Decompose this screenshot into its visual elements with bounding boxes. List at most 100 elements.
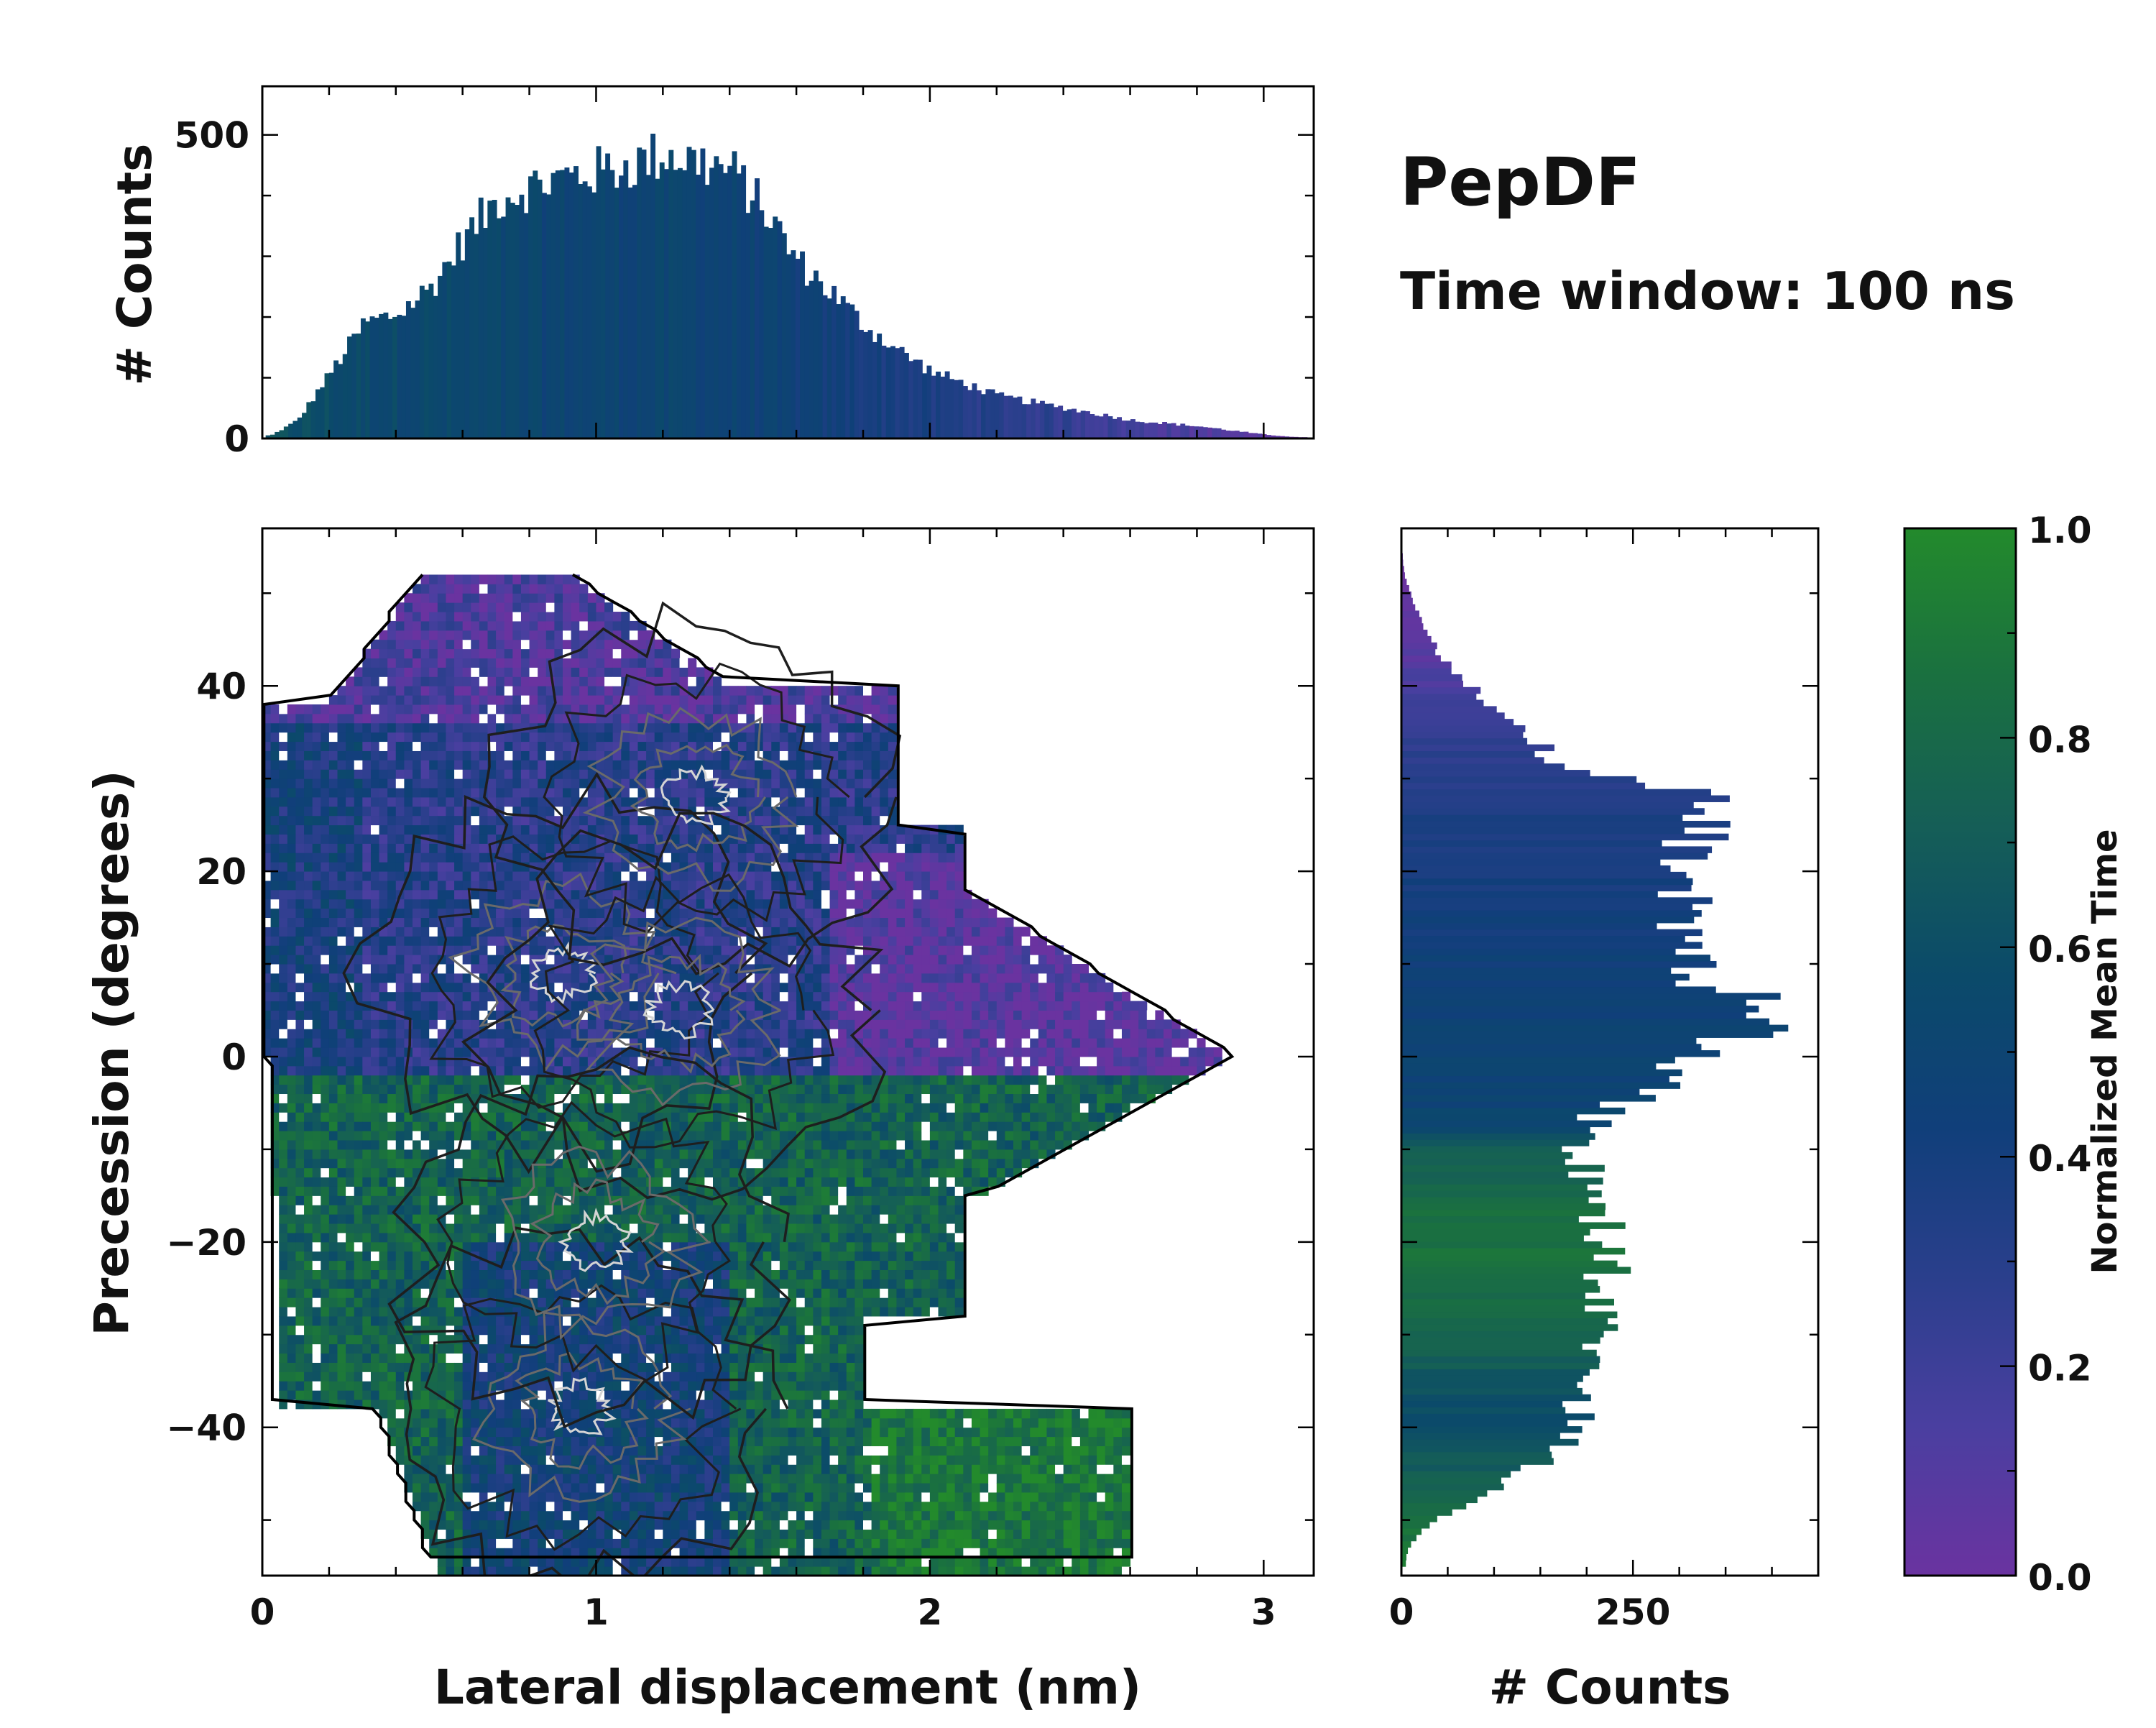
heatmap-cell: [596, 1094, 604, 1103]
heatmap-cell: [538, 1354, 546, 1363]
heatmap-cell: [354, 1205, 363, 1214]
heatmap-cell: [413, 1038, 421, 1047]
heatmap-cell: [346, 1344, 354, 1354]
heatmap-cell: [321, 797, 329, 806]
heatmap-cell: [563, 1371, 571, 1381]
heatmap-cell: [304, 973, 313, 983]
heatmap-cell: [521, 640, 530, 649]
top-histogram-bar: [1171, 423, 1176, 438]
heatmap-cell: [271, 909, 280, 918]
heatmap-cell: [588, 1437, 596, 1446]
heatmap-cell: [387, 983, 396, 992]
heatmap-cell: [479, 1075, 488, 1085]
heatmap-cell: [546, 593, 555, 602]
heatmap-cell: [479, 1085, 488, 1094]
heatmap-cell: [630, 714, 638, 723]
heatmap-cell: [362, 1325, 371, 1335]
heatmap-cell: [438, 797, 446, 806]
heatmap-cell: [604, 1205, 613, 1214]
heatmap-cell: [362, 1242, 371, 1251]
heatmap-cell: [454, 704, 463, 714]
heatmap-cell: [512, 1242, 521, 1251]
heatmap-cell: [387, 964, 396, 973]
heatmap-cell: [454, 1112, 463, 1121]
heatmap-cell: [396, 1344, 405, 1354]
heatmap-cell: [638, 658, 647, 668]
heatmap-cell: [362, 667, 371, 676]
heatmap-cell: [321, 1019, 329, 1029]
heatmap-cell: [354, 769, 363, 778]
top-histogram-bar: [325, 373, 330, 438]
heatmap-cell: [538, 1131, 546, 1140]
heatmap-cell: [287, 1335, 296, 1344]
heatmap-cell: [313, 1362, 321, 1371]
heatmap-cell: [396, 992, 405, 1001]
heatmap-cell: [321, 1103, 329, 1112]
heatmap-cell: [496, 1029, 505, 1038]
heatmap-cell: [521, 1270, 530, 1279]
heatmap-cell: [338, 983, 346, 992]
heatmap-cell: [471, 602, 479, 612]
heatmap-cell: [279, 1047, 287, 1057]
heatmap-cell: [329, 1149, 338, 1159]
heatmap-cell: [338, 1344, 346, 1354]
heatmap-cell: [646, 750, 655, 760]
heatmap-cell: [479, 881, 488, 890]
heatmap-cell: [362, 1214, 371, 1223]
heatmap-cell: [279, 909, 287, 918]
heatmap-cell: [371, 1010, 379, 1019]
heatmap-cell: [630, 750, 638, 760]
heatmap-cell: [421, 1205, 430, 1214]
heatmap-cell: [279, 1168, 287, 1177]
heatmap-cell: [421, 621, 430, 630]
top-histogram-bar: [479, 198, 484, 438]
heatmap-cell: [638, 918, 647, 927]
heatmap-cell: [413, 806, 421, 816]
heatmap-cell: [338, 695, 346, 704]
heatmap-cell: [438, 769, 446, 778]
heatmap-cell: [563, 1530, 571, 1539]
heatmap-cell: [463, 1103, 471, 1112]
heatmap-cell: [638, 714, 647, 723]
heatmap-cell: [295, 1177, 304, 1187]
top-histogram-bar: [465, 229, 470, 438]
heatmap-cell: [613, 686, 622, 695]
heatmap-cell: [279, 1085, 287, 1094]
heatmap-cell: [454, 1066, 463, 1075]
heatmap-cell: [354, 1371, 363, 1381]
heatmap-cell: [488, 593, 497, 602]
heatmap-cell: [295, 1325, 304, 1335]
heatmap-cell: [554, 1085, 563, 1094]
heatmap-cell: [354, 964, 363, 973]
top-histogram-bar: [311, 401, 316, 438]
heatmap-cell: [571, 695, 580, 704]
heatmap-cell: [313, 1038, 321, 1047]
heatmap-cell: [630, 695, 638, 704]
top-histogram-bar: [1004, 396, 1009, 438]
top-histogram-bar: [895, 348, 900, 438]
heatmap-cell: [571, 881, 580, 890]
heatmap-cell: [404, 983, 413, 992]
top-histogram-bar: [836, 304, 841, 438]
heatmap-cell: [279, 1121, 287, 1131]
heatmap-cell: [505, 1075, 513, 1085]
heatmap-cell: [579, 1168, 588, 1177]
heatmap-cell: [404, 658, 413, 668]
heatmap-cell: [279, 1019, 287, 1029]
heatmap-cell: [471, 769, 479, 778]
heatmap-cell: [346, 1362, 354, 1371]
heatmap-cell: [630, 686, 638, 695]
heatmap-cell: [438, 723, 446, 732]
heatmap-cell: [512, 695, 521, 704]
heatmap-cell: [479, 1520, 488, 1530]
heatmap-cell: [421, 843, 430, 852]
heatmap-cell: [521, 574, 530, 584]
heatmap-cell: [413, 1242, 421, 1251]
heatmap-cell: [413, 871, 421, 881]
heatmap-cell: [413, 788, 421, 797]
top-histogram-bar: [831, 286, 837, 438]
heatmap-cell: [362, 676, 371, 686]
heatmap-cell: [295, 852, 304, 862]
heatmap-cell: [630, 1075, 638, 1085]
heatmap-cell: [446, 1297, 454, 1307]
